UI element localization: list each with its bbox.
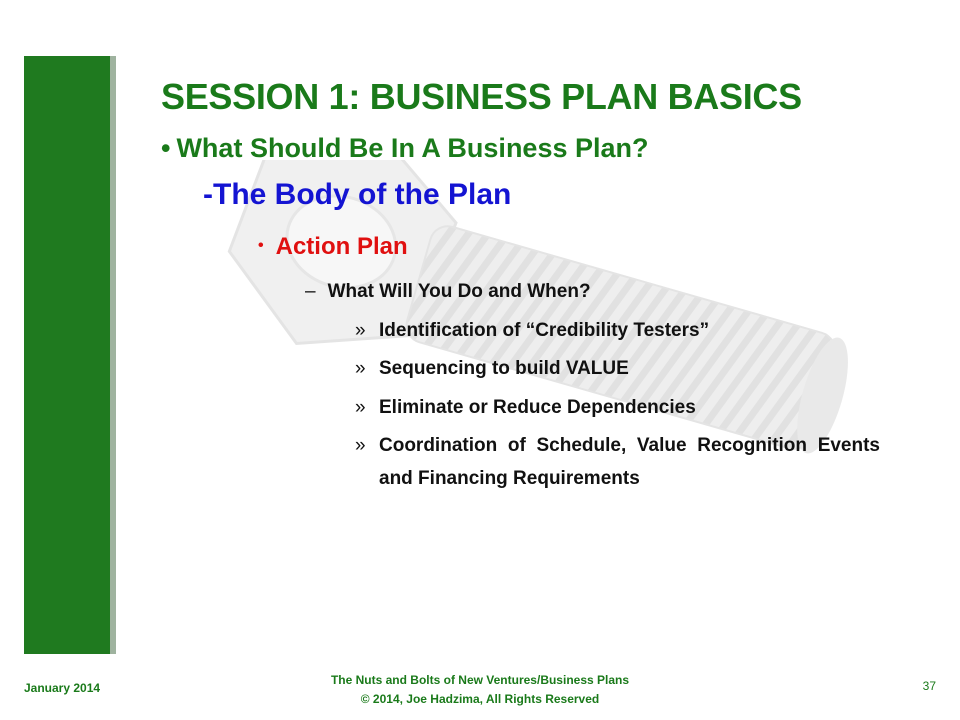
level3-item: » Coordination of Schedule, Value Recogn… [355, 429, 880, 495]
bolt-watermark-icon [227, 160, 848, 454]
level1-text: Action Plan [275, 233, 408, 260]
level1-bullet: • [258, 237, 264, 254]
subtitle-bullet: • [161, 133, 171, 163]
page-number: 37 [922, 679, 936, 693]
level2-bullet-item: – What Will You Do and When? [305, 281, 591, 303]
level3-text: Coordination of Schedule, Value Recognit… [379, 435, 880, 489]
level3-text: Eliminate or Reduce Dependencies [379, 397, 696, 418]
level3-text: Sequencing to build VALUE [379, 358, 629, 379]
footer-line-1: The Nuts and Bolts of New Ventures/Busin… [330, 673, 630, 687]
level3-item: » Identification of “Credibility Testers… [355, 314, 880, 347]
section-heading: -The Body of the Plan [203, 178, 512, 211]
footer-line-2: © 2014, Joe Hadzima, All Rights Reserved [360, 692, 600, 706]
level2-bullet: – [305, 281, 316, 302]
level3-text: Identification of “Credibility Testers” [379, 320, 710, 341]
level3-bullet: » [355, 397, 366, 418]
side-accent-bar [24, 56, 110, 654]
level3-bullet: » [355, 358, 366, 379]
slide-title: SESSION 1: BUSINESS PLAN BASICS [161, 76, 802, 117]
footer-date: January 2014 [24, 681, 101, 695]
level2-text: What Will You Do and When? [327, 281, 591, 302]
subtitle: • What Should Be In A Business Plan? [161, 133, 649, 164]
level3-bullet: » [355, 320, 366, 341]
level3-item: » Sequencing to build VALUE [355, 352, 880, 385]
subtitle-text: What Should Be In A Business Plan? [176, 133, 649, 163]
level3-bullet: » [355, 435, 366, 456]
level1-bullet-item: • Action Plan [258, 233, 408, 261]
footer-credits: The Nuts and Bolts of New Ventures/Busin… [240, 671, 720, 709]
level3-item: » Eliminate or Reduce Dependencies [355, 391, 880, 424]
